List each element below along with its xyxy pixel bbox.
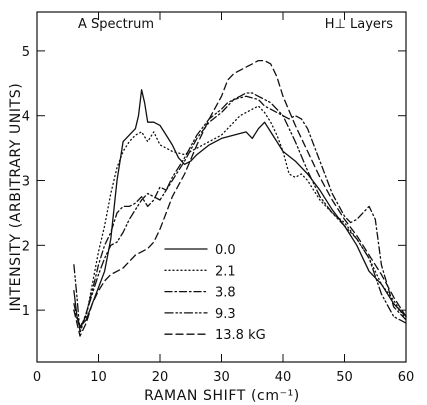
series-line-3 — [73, 92, 407, 334]
y-tick-label: 5 — [22, 45, 30, 60]
y-tick-label: 3 — [22, 175, 30, 190]
plot-area — [73, 59, 407, 337]
axes: 0 10 20 30 40 50 60 1 2 3 4 5 — [22, 11, 415, 385]
x-axis-label: RAMAN SHIFT (cm⁻¹) — [144, 388, 300, 404]
legend: 0.0 2.1 3.8 9.3 13.8 kG — [164, 243, 266, 343]
x-tick-label: 10 — [90, 370, 107, 385]
legend-label: 3.8 — [215, 286, 236, 301]
series-line-0 — [73, 89, 407, 328]
y-axis-label: INTENSITY (ARBITRARY UNITS) — [8, 83, 24, 312]
legend-label: 13.8 kG — [215, 328, 266, 343]
y-tick-label: 4 — [22, 110, 30, 125]
series-line-1 — [73, 105, 407, 328]
y-tick-label: 2 — [22, 239, 30, 254]
annotation-layers: H⊥ Layers — [325, 17, 393, 32]
x-tick-label: 50 — [336, 370, 353, 385]
legend-label: 0.0 — [215, 243, 236, 258]
x-tick-label: 20 — [152, 370, 169, 385]
legend-label: 2.1 — [215, 264, 236, 279]
y-tick-label: 1 — [22, 304, 30, 319]
x-tick-label: 60 — [398, 370, 415, 385]
x-tick-label: 30 — [213, 370, 230, 385]
x-tick-label: 0 — [33, 370, 41, 385]
series-line-2 — [73, 95, 407, 331]
legend-label: 9.3 — [215, 307, 236, 322]
annotation-spectrum: A Spectrum — [78, 17, 154, 32]
series-line-4 — [73, 59, 407, 337]
x-tick-label: 40 — [275, 370, 292, 385]
